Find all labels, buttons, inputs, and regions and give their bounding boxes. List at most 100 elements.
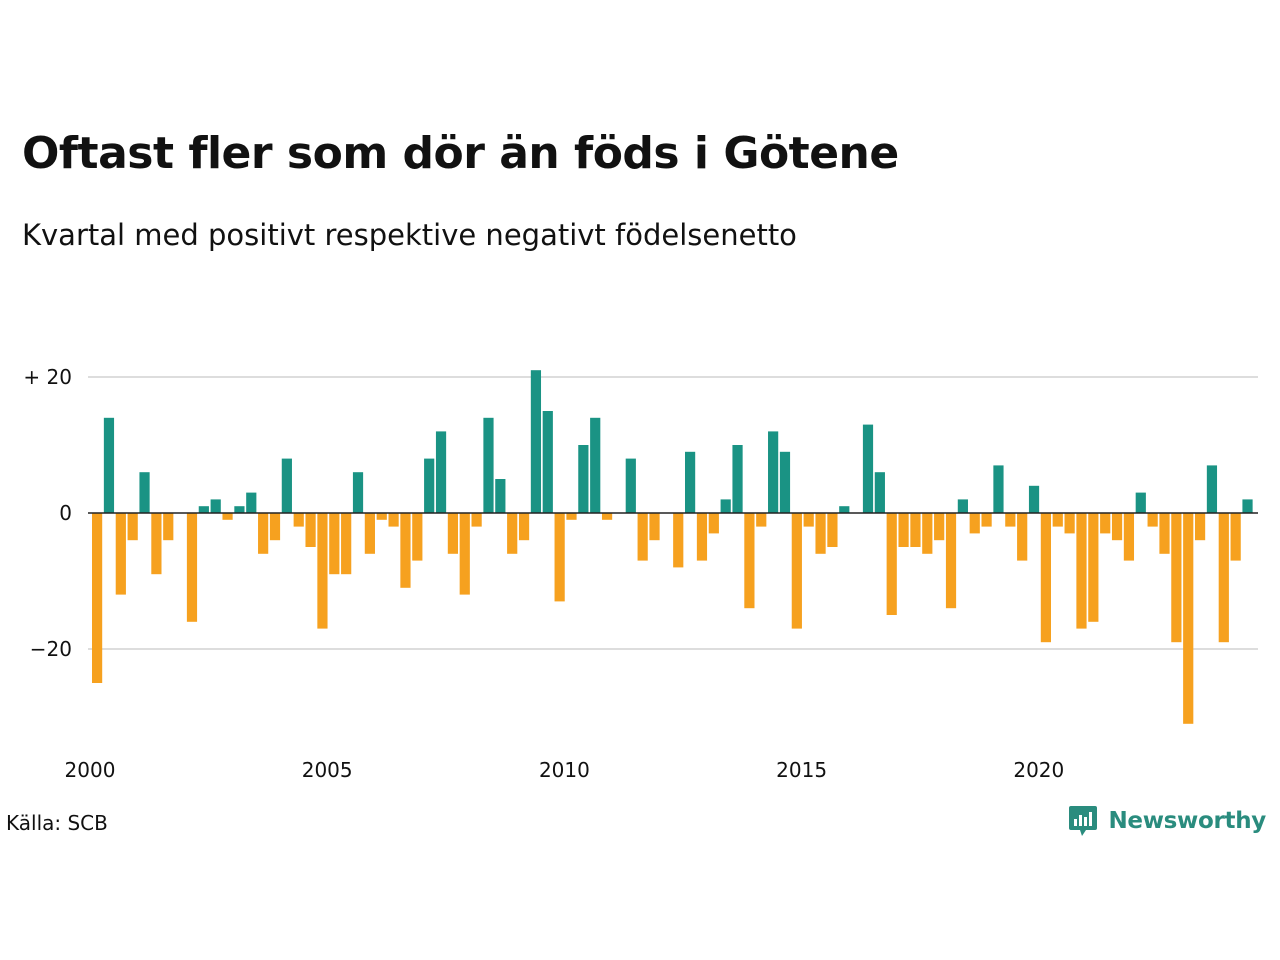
bar xyxy=(269,513,281,541)
bar xyxy=(1171,513,1182,643)
chart-title: Oftast fler som dör än föds i Götene xyxy=(22,128,899,179)
bar xyxy=(649,513,660,541)
bar xyxy=(246,492,257,513)
bar xyxy=(198,506,209,513)
bar xyxy=(1242,499,1253,513)
bar xyxy=(341,513,352,575)
bar xyxy=(364,513,375,554)
bar xyxy=(127,513,138,541)
chart-subtitle: Kvartal med positivt respektive negativt… xyxy=(22,218,797,252)
bar xyxy=(981,513,992,527)
bar xyxy=(874,472,885,513)
tick-labels: + 20 0 −20 2000 2005 2010 2015 2020 xyxy=(23,365,1064,782)
bar xyxy=(186,513,198,622)
bar xyxy=(910,513,921,547)
bar xyxy=(1147,513,1158,527)
bar xyxy=(376,513,387,520)
y-tick-label: −20 xyxy=(30,637,72,661)
bar xyxy=(720,499,731,513)
bar xyxy=(1183,513,1194,724)
bar xyxy=(530,370,542,513)
bar xyxy=(1123,513,1135,561)
bar xyxy=(483,417,494,513)
bar xyxy=(922,513,933,554)
bar xyxy=(1218,513,1229,643)
bar xyxy=(1135,492,1146,513)
bar xyxy=(578,445,589,513)
bar xyxy=(1040,513,1051,643)
bar xyxy=(756,513,767,527)
x-tick-label: 2020 xyxy=(1013,758,1064,782)
bar xyxy=(1206,465,1218,513)
bar xyxy=(1076,513,1087,629)
bar xyxy=(1005,513,1016,527)
bar xyxy=(934,513,945,541)
bar xyxy=(768,431,779,513)
bar xyxy=(1194,513,1206,541)
bar xyxy=(435,431,447,513)
bar xyxy=(1028,485,1040,513)
y-tick-label: + 20 xyxy=(23,365,72,389)
bar xyxy=(471,513,482,527)
bar xyxy=(625,458,636,513)
bar xyxy=(103,417,115,513)
bar xyxy=(495,479,506,513)
grid-lines xyxy=(88,376,1258,650)
bar xyxy=(139,472,150,513)
bar xyxy=(1111,513,1123,541)
bar xyxy=(791,513,802,629)
bar xyxy=(839,506,850,513)
bars xyxy=(92,370,1253,724)
bar xyxy=(945,513,957,609)
bar xyxy=(329,513,340,575)
bar xyxy=(115,513,126,595)
x-tick-label: 2005 xyxy=(302,758,353,782)
bar xyxy=(744,513,755,609)
bar xyxy=(542,411,553,513)
bar xyxy=(803,513,814,527)
bar xyxy=(1230,513,1241,561)
bar xyxy=(258,513,269,554)
bar xyxy=(388,513,399,527)
bar xyxy=(518,513,530,541)
bar xyxy=(424,458,435,513)
x-tick-label: 2015 xyxy=(776,758,827,782)
bar xyxy=(151,513,162,575)
bar xyxy=(1017,513,1028,561)
bar xyxy=(412,513,423,561)
bar xyxy=(566,513,577,520)
bar xyxy=(601,513,613,520)
bar xyxy=(957,499,968,513)
brand-name: Newsworthy xyxy=(1108,808,1266,834)
bar xyxy=(685,451,696,513)
bar xyxy=(163,513,174,541)
bar xyxy=(305,513,316,547)
bar xyxy=(673,513,684,568)
bar xyxy=(222,513,233,520)
bar xyxy=(92,513,103,683)
bar xyxy=(779,451,791,513)
source-note: Källa: SCB xyxy=(6,811,108,835)
bar xyxy=(317,513,328,629)
bar xyxy=(886,513,897,615)
bar xyxy=(732,445,743,513)
y-tick-label: 0 xyxy=(59,501,72,525)
bar xyxy=(459,513,470,595)
bar xyxy=(827,513,838,547)
bar xyxy=(1052,513,1063,527)
bar xyxy=(554,513,565,602)
bar xyxy=(352,472,364,513)
bar xyxy=(234,506,245,513)
bar xyxy=(1100,513,1111,534)
newsworthy-logo-icon xyxy=(1068,804,1098,838)
bar xyxy=(1064,513,1075,534)
x-tick-label: 2000 xyxy=(65,758,116,782)
bar xyxy=(898,513,909,547)
bar xyxy=(862,424,874,513)
bar xyxy=(969,513,980,534)
bar xyxy=(590,417,601,513)
bar xyxy=(1159,513,1170,554)
bar xyxy=(400,513,411,588)
bar xyxy=(210,499,221,513)
bar xyxy=(993,465,1004,513)
